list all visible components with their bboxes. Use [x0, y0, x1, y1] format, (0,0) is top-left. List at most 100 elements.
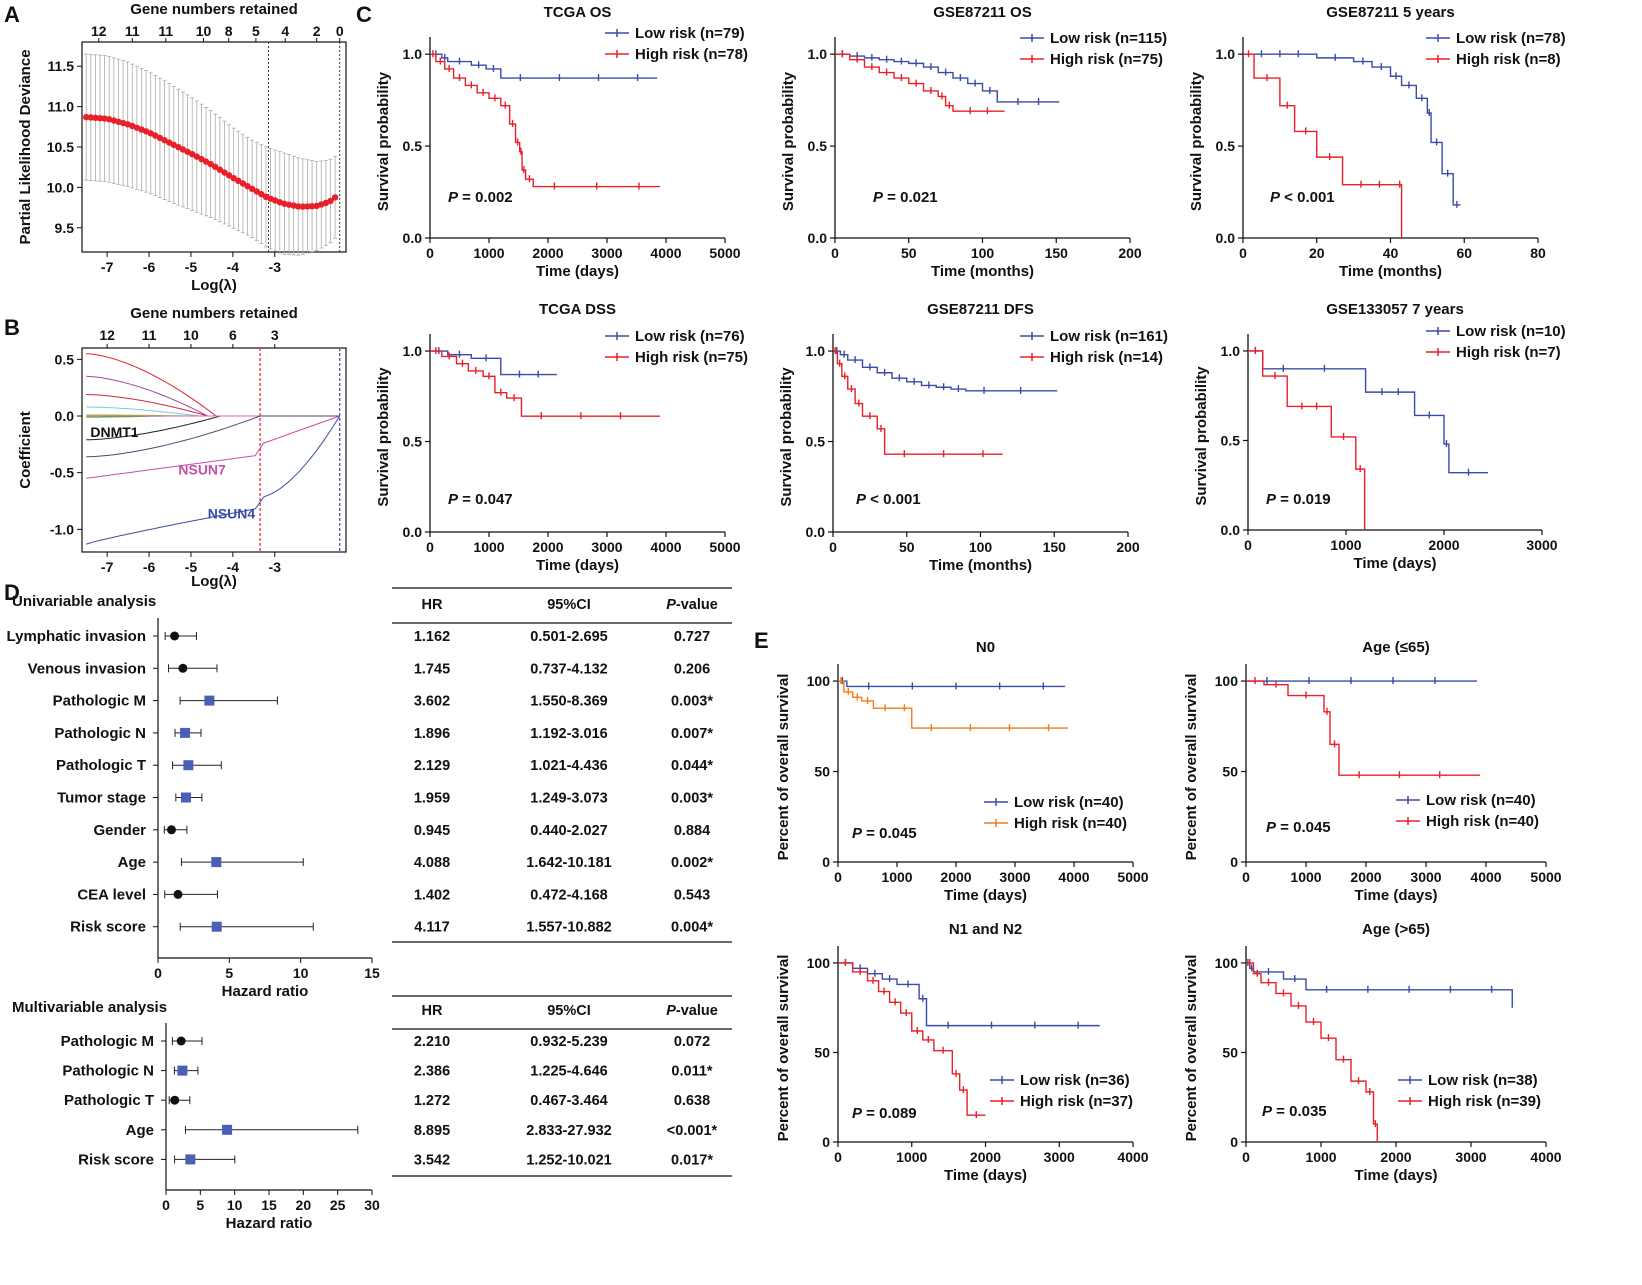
forest-title: Univariable analysis — [12, 593, 156, 610]
hr-marker — [170, 631, 180, 641]
x-tick-label: 5 — [225, 965, 233, 981]
x-tick-label: 200 — [1118, 245, 1142, 261]
top-tick-label: 8 — [225, 23, 233, 39]
forest-row-label: CEA level — [77, 886, 146, 903]
y-axis-label: Percent of overall survival — [1183, 955, 1200, 1142]
x-tick-label: 150 — [1045, 245, 1069, 261]
km-plot-C3: GSE87211 5 years 0 20 40 60 80 0.0 0.5 1.0 Time (… — [1188, 4, 1566, 280]
km-curve-high-risk — [835, 53, 1005, 112]
km-plot-C6: GSE133057 7 years 0 1000 2000 3000 0.0 0.5 1.0 T… — [1193, 301, 1566, 572]
km-curve-high-risk — [838, 962, 986, 1116]
y-tick-label: -1.0 — [50, 521, 74, 537]
hr-marker — [173, 889, 183, 899]
p-value: P = 0.019 — [1266, 491, 1331, 508]
coef-path-crimson — [86, 394, 340, 417]
km-plot-C4: TCGA DSS 0 1000 2000 3000 4000 5000 0.0 0.5 1.0 Ti… — [375, 301, 748, 574]
x-tick-label: -7 — [101, 559, 114, 575]
top-tick-label: 6 — [229, 327, 237, 343]
y-tick-label: 0.0 — [806, 524, 826, 540]
forest-row-label: Risk score — [70, 919, 146, 936]
x-tick-label: 5000 — [709, 245, 740, 261]
legend-label: Low risk (n=38) — [1428, 1072, 1538, 1089]
forest-plot-D1: Univariable analysis 0 5 10 15 Hazard ratio Ly… — [7, 587, 732, 1000]
km-curve-low-risk — [430, 53, 658, 79]
table-header: P-value — [666, 597, 718, 613]
panel-letter-B: B — [4, 315, 20, 340]
y-tick-label: 1.0 — [806, 343, 826, 359]
table-cell: 1.959 — [414, 791, 450, 807]
p-value: P = 0.045 — [852, 825, 917, 842]
x-tick-label: 1000 — [1305, 1149, 1336, 1165]
deviance-point — [92, 114, 99, 122]
x-tick-label: 0 — [834, 1149, 842, 1165]
p-value: P = 0.089 — [852, 1105, 917, 1122]
x-tick-label: 4000 — [650, 245, 681, 261]
hr-marker — [211, 857, 222, 868]
p-value: P = 0.021 — [873, 189, 938, 206]
y-axis-label: Coefficient — [17, 411, 34, 489]
y-tick-label: 1.0 — [1221, 343, 1241, 359]
p-value: P = 0.045 — [1266, 819, 1331, 836]
x-tick-label: 2000 — [1350, 869, 1381, 885]
km-plot-C1: TCGA OS 0 1000 2000 3000 4000 5000 0.0 0.5 1.0 Tim… — [375, 4, 748, 280]
deviance-point — [304, 203, 311, 210]
coef-path-black — [86, 415, 340, 441]
table-cell: 0.007* — [671, 726, 713, 742]
x-tick-label: -3 — [269, 259, 282, 275]
x-tick-label: -4 — [227, 559, 240, 575]
table-cell: 0.472-4.168 — [530, 887, 607, 903]
km-plot-C5: GSE87211 DFS 0 50 100 150 200 0.0 0.5 1.0 Time (m… — [778, 301, 1168, 574]
x-tick-label: 2000 — [1428, 537, 1459, 553]
deviance-point — [212, 163, 219, 171]
y-tick-label: 0.5 — [403, 434, 423, 450]
x-tick-label: 0 — [834, 869, 842, 885]
table-cell: 1.225-4.646 — [530, 1064, 607, 1080]
km-curve-high-risk — [1243, 53, 1403, 238]
y-tick-label: 0.5 — [1221, 432, 1241, 448]
x-tick-label: 20 — [1309, 245, 1325, 261]
y-tick-label: 1.0 — [808, 46, 828, 62]
legend-label: High risk (n=40) — [1014, 815, 1127, 832]
deviance-point — [207, 160, 214, 168]
y-tick-label: 100 — [807, 673, 831, 689]
x-tick-label: 1000 — [1330, 537, 1361, 553]
table-header: 95%CI — [547, 1003, 591, 1019]
table-cell: 0.044* — [671, 758, 713, 774]
table-cell: 0.002* — [671, 855, 713, 871]
x-axis-label: Time (days) — [536, 557, 619, 574]
deviance-point — [225, 172, 233, 179]
chart-title: N0 — [976, 639, 995, 656]
y-tick-label: 0.0 — [403, 230, 423, 246]
km-curve-high-risk — [1246, 962, 1378, 1142]
x-tick-label: 10 — [227, 1197, 243, 1213]
x-tick-label: 25 — [330, 1197, 346, 1213]
y-axis-label: Survival probability — [375, 71, 392, 211]
x-tick-label: 50 — [901, 245, 917, 261]
forest-row-label: Pathologic M — [53, 693, 146, 710]
x-tick-label: -4 — [227, 259, 240, 275]
forest-row-label: Age — [126, 1122, 154, 1139]
x-tick-label: -7 — [101, 259, 114, 275]
table-cell: 8.895 — [414, 1123, 450, 1139]
x-tick-label: -6 — [143, 559, 156, 575]
table-cell: 1.550-8.369 — [530, 694, 607, 710]
x-tick-label: 0 — [1239, 245, 1247, 261]
table-cell: 0.011* — [671, 1064, 712, 1080]
x-axis-label: Time (days) — [944, 1167, 1027, 1184]
deviance-point — [96, 114, 104, 122]
y-axis-label: Survival probability — [375, 367, 392, 507]
x-tick-label: 50 — [899, 539, 915, 555]
p-value: P < 0.001 — [856, 491, 921, 508]
forest-row-label: Venous invasion — [28, 660, 146, 677]
x-tick-label: 5 — [196, 1197, 204, 1213]
forest-row-label: Pathologic T — [64, 1092, 154, 1109]
top-tick-label: 11 — [158, 23, 173, 39]
table-cell: 1.249-3.073 — [530, 791, 607, 807]
deviance-point — [308, 202, 316, 210]
y-tick-label: 0.5 — [55, 351, 75, 367]
top-axis-label: Gene numbers retained — [130, 305, 298, 322]
x-tick-label: 0 — [1244, 537, 1252, 553]
p-value: P = 0.002 — [448, 189, 513, 206]
x-axis-label: Time (days) — [944, 887, 1027, 904]
